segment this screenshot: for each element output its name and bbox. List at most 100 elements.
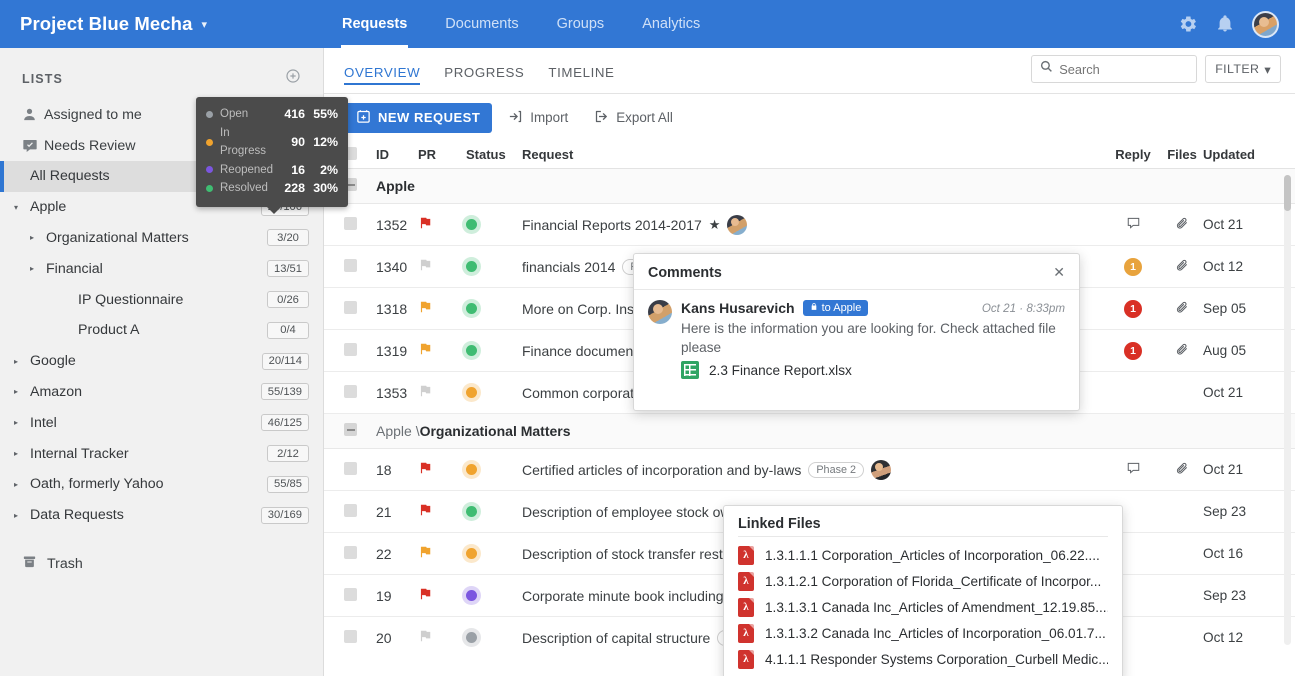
scrollbar-thumb[interactable] (1284, 175, 1291, 211)
sidebar-item-organizational-matters[interactable]: ▸ Organizational Matters 3/20 (0, 223, 323, 254)
priority-flag-icon[interactable] (418, 503, 466, 520)
sidebar-item-data-requests[interactable]: ▸ Data Requests 30/169 (0, 500, 323, 531)
attachment-icon[interactable] (1175, 259, 1189, 276)
table-row[interactable]: 22 Description of stock transfer restr Oct… (324, 533, 1295, 575)
status-indicator[interactable] (462, 340, 522, 360)
chevron-right-icon[interactable]: ▸ (14, 356, 19, 366)
files-cell[interactable] (1161, 258, 1203, 276)
status-indicator[interactable] (462, 543, 522, 563)
vertical-scrollbar[interactable] (1284, 175, 1291, 645)
priority-flag-icon[interactable] (418, 342, 466, 359)
chevron-right-icon[interactable]: ▸ (14, 510, 19, 520)
import-button[interactable]: Import (498, 109, 578, 127)
linked-file-name[interactable]: 1.3.1.3.1 Canada Inc_Articles of Amendme… (765, 599, 1108, 615)
group-header-row[interactable]: Apple (324, 169, 1295, 204)
row-checkbox[interactable] (344, 258, 357, 272)
sidebar-item-google[interactable]: ▸ Google 20/114 (0, 346, 323, 377)
files-cell[interactable] (1161, 216, 1203, 234)
row-checkbox[interactable] (344, 629, 357, 643)
status-indicator[interactable] (462, 382, 522, 402)
sidebar-item-product-a[interactable]: Product A 0/4 (0, 315, 323, 346)
attachment-icon[interactable] (1175, 343, 1189, 360)
column-header-id[interactable]: ID (376, 147, 389, 162)
chevron-down-icon[interactable]: ▾ (201, 18, 207, 31)
close-icon[interactable]: ✕ (1053, 264, 1065, 280)
linked-file-item[interactable]: λ 1.3.1.1.1 Corporation_Articles of Incor… (724, 542, 1122, 568)
comment-icon[interactable] (1126, 217, 1141, 233)
brand-menu[interactable]: Project Blue Mecha ▾ (20, 13, 320, 35)
priority-flag-icon[interactable] (418, 384, 466, 401)
column-header-files[interactable]: Files (1167, 147, 1197, 162)
row-checkbox[interactable] (344, 384, 357, 398)
files-cell[interactable] (1161, 342, 1203, 360)
status-indicator[interactable] (462, 459, 522, 479)
attachment-icon[interactable] (1175, 301, 1189, 318)
add-list-icon[interactable] (285, 68, 301, 89)
priority-flag-icon[interactable] (418, 587, 466, 604)
search-box[interactable] (1031, 55, 1198, 83)
sidebar-item-internal-tracker[interactable]: ▸ Internal Tracker 2/12 (0, 438, 323, 469)
filter-button[interactable]: FILTER ▾ (1205, 55, 1281, 83)
chevron-right-icon[interactable]: ▸ (30, 233, 35, 243)
user-avatar[interactable] (1252, 10, 1279, 38)
sidebar-item-assigned-to-me[interactable]: Assigned to me (0, 99, 323, 130)
chevron-right-icon[interactable]: ▸ (14, 387, 19, 397)
priority-flag-icon[interactable] (418, 258, 466, 275)
linked-file-item[interactable]: λ 1.3.1.3.1 Canada Inc_Articles of Amendm… (724, 594, 1122, 620)
status-indicator[interactable] (462, 214, 522, 234)
group-select-cell[interactable] (344, 178, 376, 194)
row-select-cell[interactable] (344, 216, 376, 233)
files-cell[interactable] (1161, 461, 1203, 479)
row-checkbox[interactable] (344, 587, 357, 601)
linked-file-name[interactable]: 1.3.1.1.1 Corporation_Articles of Incorp… (765, 547, 1100, 563)
nav-tab-documents[interactable]: Documents (445, 16, 519, 32)
status-indicator[interactable] (462, 627, 522, 647)
tab-timeline[interactable]: TIMELINE (548, 64, 615, 80)
priority-flag-icon[interactable] (418, 545, 466, 562)
star-icon[interactable]: ★ (708, 216, 721, 232)
request-title[interactable]: Description of employee stock ow (522, 503, 731, 520)
group-select-cell[interactable] (344, 423, 376, 439)
request-title[interactable]: More on Corp. Ins (522, 300, 635, 317)
sidebar-item-trash[interactable]: Trash (0, 549, 323, 579)
reply-count-badge[interactable]: 1 (1124, 257, 1142, 276)
reply-count-badge[interactable]: 1 (1124, 299, 1142, 318)
attachment-icon[interactable] (1175, 217, 1189, 234)
chevron-down-icon[interactable]: ▾ (14, 202, 19, 212)
request-title[interactable]: Certified articles of incorporation and … (522, 461, 802, 478)
table-row[interactable]: 1352 Financial Reports 2014-2017 ★ Oct 21 (324, 204, 1295, 246)
sidebar-item-needs-review[interactable]: Needs Review (0, 130, 323, 161)
request-title[interactable]: Description of capital structure (522, 629, 711, 646)
request-title[interactable]: financials 2014 (522, 258, 616, 275)
select-all-cell[interactable] (344, 146, 376, 163)
row-checkbox[interactable] (344, 545, 357, 559)
attachment-icon[interactable] (1175, 462, 1189, 479)
linked-file-item[interactable]: λ 1.3.1.2.1 Corporation of Florida_Certif… (724, 568, 1122, 594)
request-title[interactable]: Finance documen (522, 342, 634, 359)
sidebar-item-amazon[interactable]: ▸ Amazon 55/139 (0, 377, 323, 408)
linked-file-name[interactable]: 1.3.1.3.2 Canada Inc_Articles of Incorpo… (765, 625, 1106, 641)
group-header-row[interactable]: Apple \Organizational Matters (324, 414, 1295, 449)
row-select-cell[interactable] (344, 384, 376, 401)
row-checkbox[interactable] (344, 461, 357, 475)
row-select-cell[interactable] (344, 503, 376, 520)
column-header-request[interactable]: Request (522, 147, 574, 162)
nav-tab-groups[interactable]: Groups (556, 16, 605, 32)
priority-flag-icon[interactable] (418, 629, 466, 646)
column-header-status[interactable]: Status (466, 147, 506, 162)
priority-flag-icon[interactable] (418, 461, 466, 478)
row-checkbox[interactable] (344, 300, 357, 314)
nav-tab-requests[interactable]: Requests (323, 0, 426, 48)
linked-file-name[interactable]: 4.1.1.1 Responder Systems Corporation_Cu… (765, 651, 1108, 667)
row-select-cell[interactable] (344, 342, 376, 359)
status-indicator[interactable] (462, 298, 522, 318)
export-all-button[interactable]: Export All (584, 109, 683, 127)
status-indicator[interactable] (462, 585, 522, 605)
column-header-updated[interactable]: Updated (1203, 147, 1255, 162)
request-title[interactable]: Corporate minute book including (522, 587, 724, 604)
row-checkbox[interactable] (344, 342, 357, 356)
search-input[interactable] (1059, 61, 1190, 77)
row-select-cell[interactable] (344, 258, 376, 275)
sidebar-item-oath-formerly-yahoo[interactable]: ▸ Oath, formerly Yahoo 55/85 (0, 469, 323, 500)
sidebar-item-intel[interactable]: ▸ Intel 46/125 (0, 407, 323, 438)
